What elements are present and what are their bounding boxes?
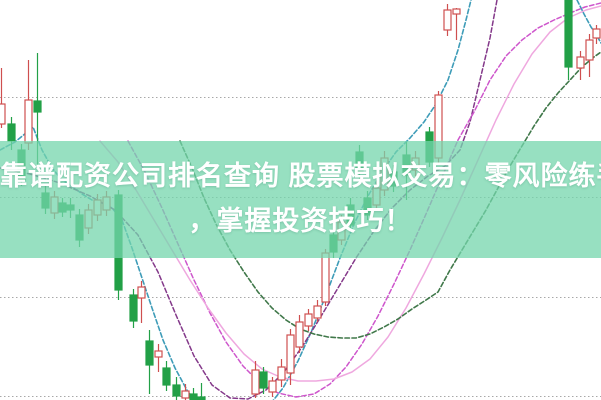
- candle: [162, 361, 171, 391]
- candle: [295, 315, 304, 353]
- candle: [564, 0, 573, 80]
- ma-long-pink-line: [99, 5, 601, 382]
- candle: [576, 51, 585, 80]
- candle: [189, 388, 198, 400]
- candle: [286, 329, 295, 385]
- candle: [129, 289, 138, 328]
- candle: [592, 25, 601, 44]
- candle: [145, 330, 154, 394]
- candle: [197, 383, 206, 400]
- candle: [0, 68, 6, 128]
- candle: [277, 359, 286, 387]
- candle: [251, 361, 260, 398]
- ma-longest-darkgreen-line: [179, 51, 601, 339]
- candle: [181, 384, 190, 400]
- candle: [154, 344, 163, 372]
- candle: [452, 8, 461, 40]
- candle: [137, 281, 146, 323]
- candle: [304, 309, 313, 331]
- promo-text-line2: ，掌握投资技巧！: [188, 206, 413, 236]
- candle: [172, 377, 181, 400]
- promo-text-line1: 靠谱配资公司排名查询 股票模拟交易：零风险练手: [0, 161, 601, 191]
- candle: [313, 300, 322, 322]
- candle: [268, 377, 277, 397]
- candle: [443, 4, 452, 36]
- candle: [24, 60, 33, 150]
- promo-banner: 靠谱配资公司排名查询 股票模拟交易：零风险练手 ，掌握投资技巧！: [0, 141, 601, 258]
- candle: [585, 34, 594, 77]
- candle: [259, 367, 268, 394]
